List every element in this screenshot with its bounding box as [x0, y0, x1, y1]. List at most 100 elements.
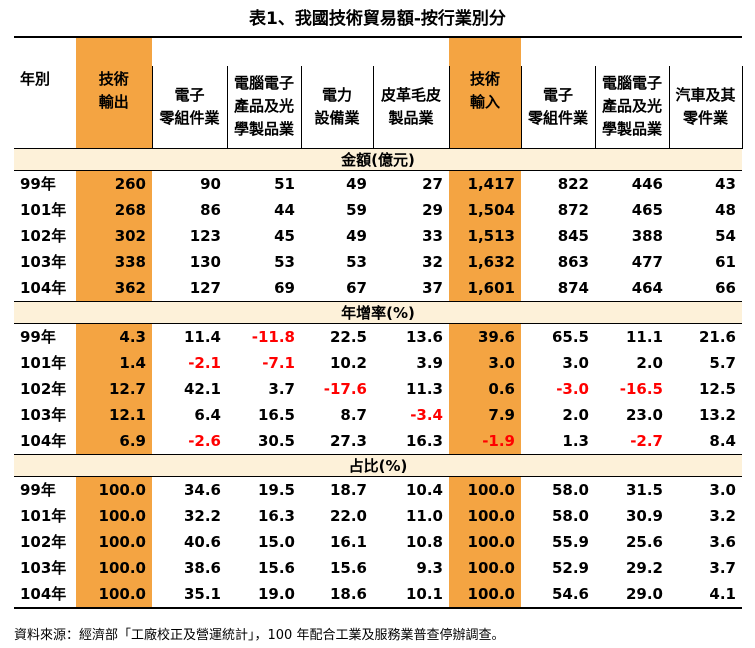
- value-cell: 12.7: [76, 375, 152, 402]
- value-cell: 33: [422, 226, 443, 245]
- value-cell: 2.0: [636, 353, 663, 372]
- column-header-line: 技術: [469, 70, 500, 88]
- value-cell: 15.6: [257, 558, 295, 577]
- source-note: 資料來源：經濟部「工廠校正及營運統計」，100 年配合工業及服務業普查停辦調查。: [14, 628, 505, 643]
- value-cell: 22.0: [329, 506, 367, 525]
- value-cell: 3.9: [416, 353, 443, 372]
- value-cell: 58.0: [551, 506, 589, 525]
- value-cell: 42.1: [183, 379, 221, 398]
- value-cell: 8.4: [709, 431, 736, 450]
- value-cell: 25.6: [625, 532, 663, 551]
- value-cell: 53: [274, 252, 295, 271]
- value-cell: 49: [346, 226, 367, 245]
- column-header-line: 產品及光: [233, 97, 294, 116]
- column-header: 電子 零組件業: [151, 66, 228, 148]
- value-cell: 13.2: [698, 405, 736, 424]
- value-cell: 67: [346, 278, 367, 297]
- header-row-top: [14, 36, 742, 66]
- year-cell: 102年: [20, 380, 67, 398]
- value-cell: 29: [422, 200, 443, 219]
- value-cell: 12.1: [76, 401, 152, 428]
- value-cell: 45: [274, 226, 295, 245]
- value-cell: 37: [422, 278, 443, 297]
- value-cell: 100.0: [76, 554, 152, 581]
- year-cell: 104年: [20, 279, 67, 297]
- column-header: 電腦電子 產品及光 學製品業: [226, 66, 302, 148]
- table-row: 99年 4.3 11.4 -11.8 22.5 13.6 39.6 65.5 11.1 21.6: [14, 323, 742, 350]
- value-cell: 54.6: [521, 580, 595, 609]
- value-cell: 31.5: [625, 480, 663, 499]
- table-row: 101年 268 86 44 59 29 1,504 872 465 48: [14, 196, 742, 223]
- value-cell: 19.5: [257, 480, 295, 499]
- value-cell: 86: [200, 200, 221, 219]
- value-cell: 32: [422, 252, 443, 271]
- value-cell: 302: [76, 222, 152, 249]
- value-cell: 3.0: [449, 349, 521, 376]
- value-cell: -7.1: [262, 353, 295, 372]
- value-cell: 1,632: [449, 248, 521, 275]
- value-cell: 27: [422, 174, 443, 193]
- value-cell: 7.9: [449, 401, 521, 428]
- value-cell: 863: [557, 252, 589, 271]
- value-cell: 90: [200, 174, 221, 193]
- value-cell: -1.9: [449, 427, 521, 454]
- value-cell: 55.9: [551, 532, 589, 551]
- column-header-line: 電子: [174, 85, 205, 104]
- table-row: 101年 1.4 -2.1 -7.1 10.2 3.9 3.0 3.0 2.0 5.7: [14, 349, 742, 376]
- column-header-line: 年別: [20, 70, 51, 88]
- table-row: 103年 100.0 38.6 15.6 15.6 9.3 100.0 52.9 29.2 3.7: [14, 554, 742, 581]
- value-cell: 3.7: [709, 558, 736, 577]
- year-cell: 104年: [14, 580, 76, 609]
- value-cell: 268: [76, 196, 152, 223]
- value-cell: 16.5: [257, 405, 295, 424]
- value-cell: 65.5: [551, 327, 589, 346]
- value-cell: 61: [715, 252, 736, 271]
- table-title: 表1、我國技術貿易額-按行業別分: [249, 9, 506, 29]
- value-cell: 100.0: [76, 502, 152, 529]
- section-label: 占比(%): [14, 453, 742, 477]
- year-cell: 103年: [20, 559, 67, 577]
- table-row: 102年 302 123 45 49 33 1,513 845 388 54: [14, 222, 742, 249]
- value-cell: -16.5: [619, 379, 663, 398]
- value-cell: 3.7: [268, 379, 295, 398]
- value-cell: 464: [631, 278, 663, 297]
- value-cell: 11.4: [183, 327, 221, 346]
- value-cell: 2.0: [562, 405, 589, 424]
- value-cell: 1,601: [449, 274, 521, 301]
- value-cell: 3.2: [709, 506, 736, 525]
- year-cell: 99年: [20, 481, 56, 499]
- value-cell: 16.1: [329, 532, 367, 551]
- value-cell: 11.1: [625, 327, 663, 346]
- table-row: 104年 100.0 35.1 19.0 18.6 10.1 100.0 54.6 29.0 4.…: [14, 580, 742, 609]
- column-header: 年別: [14, 66, 76, 148]
- table-row: 104年 6.9 -2.6 30.5 27.3 16.3 -1.9 1.3 -2.7 8.4: [14, 427, 742, 454]
- column-header: 電腦電子 產品及光 學製品業: [594, 66, 670, 148]
- column-header-line: 皮革毛皮: [380, 85, 441, 104]
- column-header: 皮革毛皮 製品業: [372, 66, 450, 148]
- column-header-line: 輸入: [469, 93, 500, 111]
- column-header: 技術 輸入: [449, 66, 521, 148]
- column-header: 電力 設備業: [300, 66, 374, 148]
- table-row: 101年 100.0 32.2 16.3 22.0 11.0 100.0 58.0 30.9 3.…: [14, 502, 742, 529]
- value-cell: 8.7: [340, 405, 367, 424]
- value-cell: 338: [76, 248, 152, 275]
- value-cell: 6.4: [194, 405, 221, 424]
- value-cell: 38.6: [183, 558, 221, 577]
- value-cell: 100.0: [449, 554, 521, 581]
- value-cell: 30.5: [257, 431, 295, 450]
- value-cell: 3.0: [709, 480, 736, 499]
- value-cell: 44: [274, 200, 295, 219]
- value-cell: 52.9: [551, 558, 589, 577]
- value-cell: 3.0: [562, 353, 589, 372]
- table-row: 99年 100.0 34.6 19.5 18.7 10.4 100.0 58.0 31.5 3.0: [14, 476, 742, 503]
- column-header-line: 技術: [98, 70, 129, 88]
- value-cell: 22.5: [329, 327, 367, 346]
- value-cell: 5.7: [709, 353, 736, 372]
- value-cell: 53: [346, 252, 367, 271]
- value-cell: 100.0: [449, 528, 521, 555]
- table-row: 102年 100.0 40.6 15.0 16.1 10.8 100.0 55.9 25.6 3.…: [14, 528, 742, 555]
- value-cell: 11.3: [405, 379, 443, 398]
- value-cell: 123: [189, 226, 221, 245]
- value-cell: 48: [715, 200, 736, 219]
- value-cell: 1.3: [562, 431, 589, 450]
